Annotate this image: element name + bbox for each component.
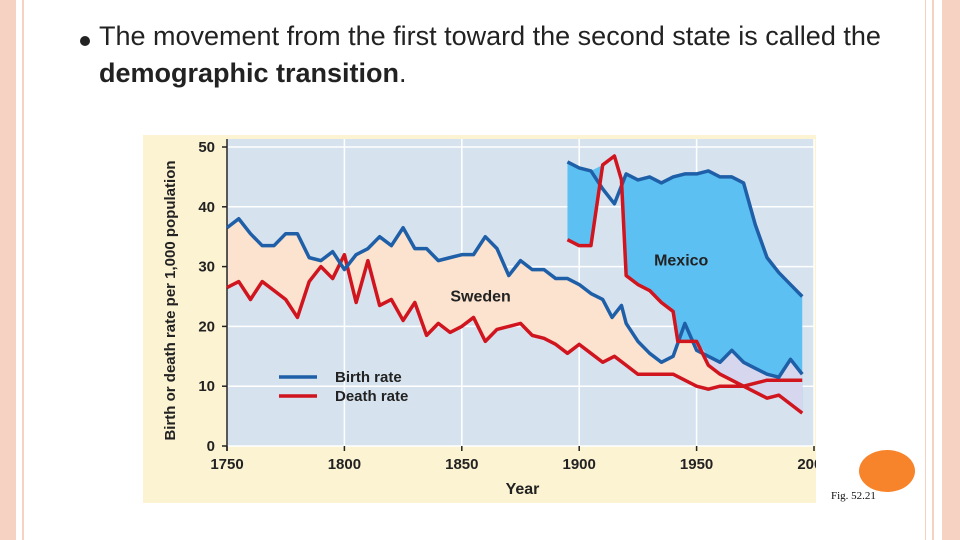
orange-circle-decoration [859,450,915,492]
series-line-sweden-death-rate [226,252,803,391]
annotation-sweden: Sweden [450,289,510,306]
bullet-icon [80,36,90,46]
x-tick-label: 1950 [680,456,713,473]
demographic-transition-chart: 0 10 20 30 40 50 1750 1800 1850 1900 1950 2000 Year B… [143,135,831,503]
sweden-area [227,218,803,390]
y-tick-label: 50 [198,139,215,156]
slide-bullet-text: The movement from the first toward the s… [99,18,919,92]
y-tick-label: 0 [207,438,215,455]
decorative-border-left [0,0,16,540]
y-axis-label: Birth or death rate per 1,000 population [162,160,179,440]
decorative-border-right-line [932,0,934,540]
legend-label-birth: Birth rate [335,369,402,386]
mexico-area [567,155,803,414]
x-tick-label: 1800 [328,456,361,473]
chart-svg: 0 10 20 30 40 50 1750 1800 1850 1900 1950 2000 Year B… [143,135,831,503]
bullet-text-bold: demographic transition [99,58,400,88]
y-tick-label: 40 [198,199,215,216]
series-line-mexico-birth-rate [566,160,804,298]
x-tick-label: 1850 [445,456,478,473]
bullet-text-end: . [399,58,407,88]
x-tick-label: 1750 [210,456,243,473]
y-tick-label: 20 [198,318,215,335]
decorative-border-left-line [22,0,24,540]
legend-label-death: Death rate [335,388,408,405]
figure-label: Fig. 52.21 [831,490,876,502]
series-line-mexico-death-rate [566,154,804,415]
annotation-mexico: Mexico [654,253,708,270]
bullet-text-start: The movement from the first toward the s… [99,21,881,51]
decorative-border-right [942,0,960,540]
x-tick-label: 1900 [563,456,596,473]
x-tick-label: 2000 [797,456,816,473]
y-tick-label: 10 [198,378,215,395]
x-axis-label: Year [506,481,540,498]
decorative-border-right-line-thin [925,0,926,540]
y-tick-label: 30 [198,259,215,276]
